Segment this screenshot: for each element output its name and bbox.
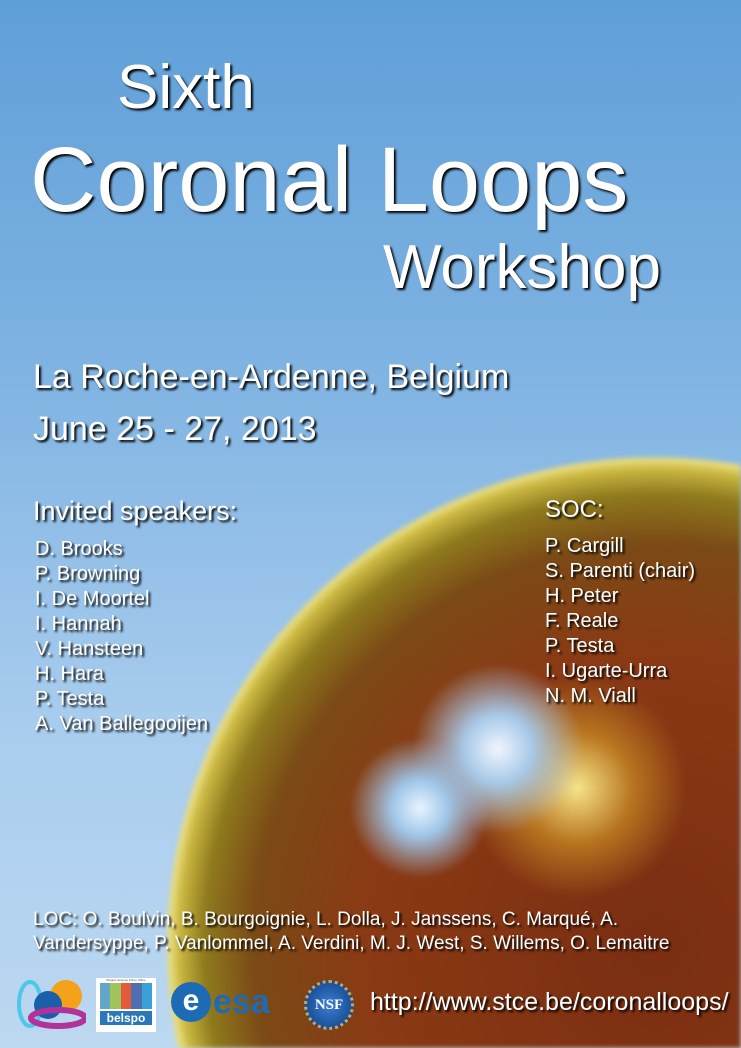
- soc-heading: SOC:: [545, 496, 604, 523]
- belspo-subtitle: Belgian Science Policy Office: [106, 978, 146, 982]
- dates: June 25 - 27, 2013: [33, 410, 317, 448]
- soc-member: I. Ugarte-Urra: [545, 660, 668, 682]
- loc-list: LOC: O. Boulvin, B. Bourgoignie, L. Doll…: [33, 908, 669, 956]
- title-main: Coronal Loops: [30, 129, 629, 231]
- invited-list: D. Brooks P. Browning I. De Moortel I. H…: [35, 537, 208, 737]
- invited-heading: Invited speakers:: [33, 496, 238, 526]
- soc-member: S. Parenti (chair): [545, 560, 696, 582]
- speaker: P. Browning: [35, 563, 141, 585]
- speaker: I. Hannah: [35, 613, 122, 635]
- speaker: V. Hansteen: [35, 638, 144, 660]
- website-link[interactable]: http://www.stce.be/coronalloops/: [370, 988, 729, 1016]
- esa-emblem-icon: e: [171, 982, 211, 1022]
- soc-member: P. Testa: [545, 635, 615, 657]
- nsf-logo: NSF: [304, 980, 354, 1030]
- belspo-logo: Belgian Science Policy Office belspo: [96, 978, 156, 1032]
- soc-member: F. Reale: [545, 610, 619, 632]
- title-workshop: Workshop: [383, 233, 661, 302]
- speaker: D. Brooks: [35, 538, 123, 560]
- soc-member: H. Peter: [545, 585, 619, 607]
- speaker: H. Hara: [35, 663, 104, 685]
- title-sixth: Sixth: [117, 53, 255, 122]
- loc-line: LOC: O. Boulvin, B. Bourgoignie, L. Doll…: [33, 909, 619, 930]
- soc-list: P. Cargill S. Parenti (chair) H. Peter F…: [545, 534, 695, 709]
- location: La Roche-en-Ardenne, Belgium: [33, 358, 510, 396]
- speaker: P. Testa: [35, 688, 105, 710]
- stce-logo: [17, 980, 86, 1029]
- belspo-text: belspo: [100, 1011, 152, 1025]
- loc-line: Vandersyppe, P. Vanlommel, A. Verdini, M…: [33, 933, 670, 954]
- soc-member: P. Cargill: [545, 535, 624, 557]
- soc-member: N. M. Viall: [545, 685, 636, 707]
- esa-text: esa: [213, 982, 270, 1021]
- speaker: I. De Moortel: [35, 588, 150, 610]
- speaker: A. Van Ballegooijen: [35, 713, 209, 735]
- esa-logo: e esa: [171, 982, 270, 1022]
